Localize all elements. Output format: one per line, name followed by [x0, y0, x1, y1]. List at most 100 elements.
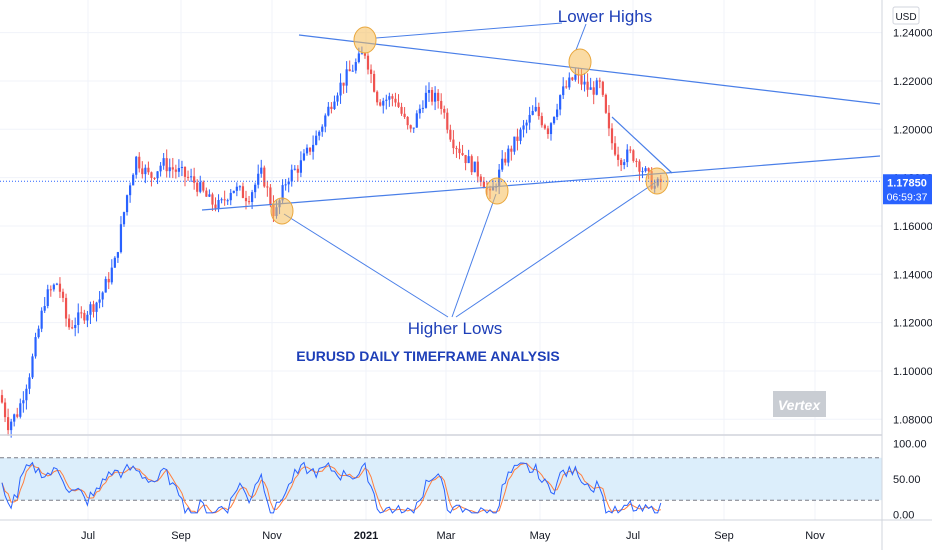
candle-body [214, 204, 217, 209]
candle-body [43, 306, 46, 311]
candle-body [379, 102, 382, 106]
candle-body [388, 96, 391, 100]
oscillator-axis[interactable]: 100.00 50.00 0.00 [893, 439, 927, 522]
candle-body [55, 283, 58, 285]
candle-body [168, 167, 171, 172]
candle-body [623, 162, 626, 166]
lower-trendline[interactable] [201, 155, 881, 211]
candle-body [391, 96, 394, 99]
candle-body [461, 153, 464, 156]
candle-body [162, 158, 165, 166]
highlight-low-2[interactable] [485, 177, 509, 205]
price-tick-label: 1.16000 [893, 221, 932, 233]
candle-body [174, 169, 177, 172]
currency-selector[interactable]: USD [892, 6, 920, 25]
candle-body [543, 125, 546, 129]
candle-body [183, 166, 187, 177]
candle-body [546, 128, 550, 135]
candle-body [400, 106, 403, 114]
candle-body [415, 113, 418, 128]
candle-body [519, 129, 522, 141]
candle-body [424, 92, 428, 108]
price-tick-label: 1.14000 [893, 269, 932, 281]
candle-body [190, 176, 193, 178]
candle-body [226, 200, 229, 202]
price-axis[interactable]: 1.240001.220001.200001.180001.160001.140… [893, 28, 932, 427]
candle-body [287, 181, 290, 185]
highlight-low-1[interactable] [270, 197, 294, 225]
candle-body [312, 144, 315, 152]
candle-body [507, 148, 510, 163]
candle-body [315, 135, 318, 145]
pointer-higher-lows-3 [455, 181, 657, 318]
highlight-high-2[interactable] [568, 48, 592, 76]
candle-body [598, 80, 601, 82]
candle-body [156, 171, 159, 179]
oscillator-main-line [1, 461, 662, 515]
candle-body [434, 92, 437, 102]
candle-body [290, 169, 293, 182]
wedge-line[interactable] [611, 116, 673, 174]
pointer-higher-lows-1 [283, 213, 449, 318]
candle-body [635, 160, 638, 162]
candle-body [49, 289, 52, 291]
price-tick-label: 1.10000 [893, 366, 932, 378]
candle-body [80, 312, 83, 314]
time-tick-label: Nov [805, 530, 825, 542]
candle-body [470, 156, 473, 173]
candle-body [601, 81, 604, 95]
candle-body [403, 113, 406, 118]
annotation-higher-lows: Higher Lows [408, 319, 503, 338]
candle-body [104, 278, 107, 293]
pointer-lower-highs-2 [575, 23, 587, 51]
candle-body [22, 400, 25, 404]
candle-body [293, 168, 296, 170]
candle-body [196, 182, 199, 192]
candle-body [620, 159, 623, 166]
candle-body [244, 197, 248, 202]
candle-body [440, 100, 443, 109]
time-axis[interactable]: Jul Sep Nov 2021 Mar May Jul Sep Nov [81, 530, 825, 542]
highlight-high-1[interactable] [353, 26, 377, 54]
candle-body [296, 168, 299, 173]
candle-body [199, 182, 202, 192]
candle-body [299, 160, 302, 173]
candle-body [360, 53, 363, 55]
time-tick-label: Mar [437, 530, 456, 542]
candle-body [171, 167, 174, 170]
candle-body [0, 395, 4, 403]
candle-body [308, 147, 312, 152]
candle-body [31, 356, 34, 378]
candle-body [446, 112, 449, 130]
candle-body [107, 278, 110, 283]
candle-body [165, 158, 168, 172]
annotation-lower-highs: Lower Highs [558, 7, 653, 26]
candle-body [421, 107, 424, 109]
candle-body [592, 87, 595, 95]
candle-body [19, 403, 22, 417]
watermark-text: Vertex [778, 397, 822, 413]
candle-body [369, 69, 373, 74]
time-tick-label: May [530, 530, 551, 542]
oscillator-lines [1, 461, 662, 515]
candle-body [531, 110, 534, 115]
candle-body [16, 414, 19, 417]
candle-body [345, 69, 348, 86]
candle-body [357, 53, 360, 63]
candle-body [528, 114, 531, 123]
candle-body [327, 106, 330, 116]
oscillator-tick-label: 0.00 [893, 509, 914, 521]
candle-body [202, 182, 205, 191]
pointer-lower-highs-1 [375, 22, 563, 39]
time-tick-label: 2021 [354, 530, 378, 542]
candle-body [574, 74, 577, 80]
candle-body [305, 147, 309, 154]
price-tick-label: 1.20000 [893, 124, 932, 136]
candle-body [324, 115, 327, 127]
candle-body [266, 186, 269, 188]
candle-body [629, 149, 632, 151]
candle-body [552, 116, 556, 124]
candle-body [586, 81, 589, 90]
candle-body [610, 128, 614, 144]
